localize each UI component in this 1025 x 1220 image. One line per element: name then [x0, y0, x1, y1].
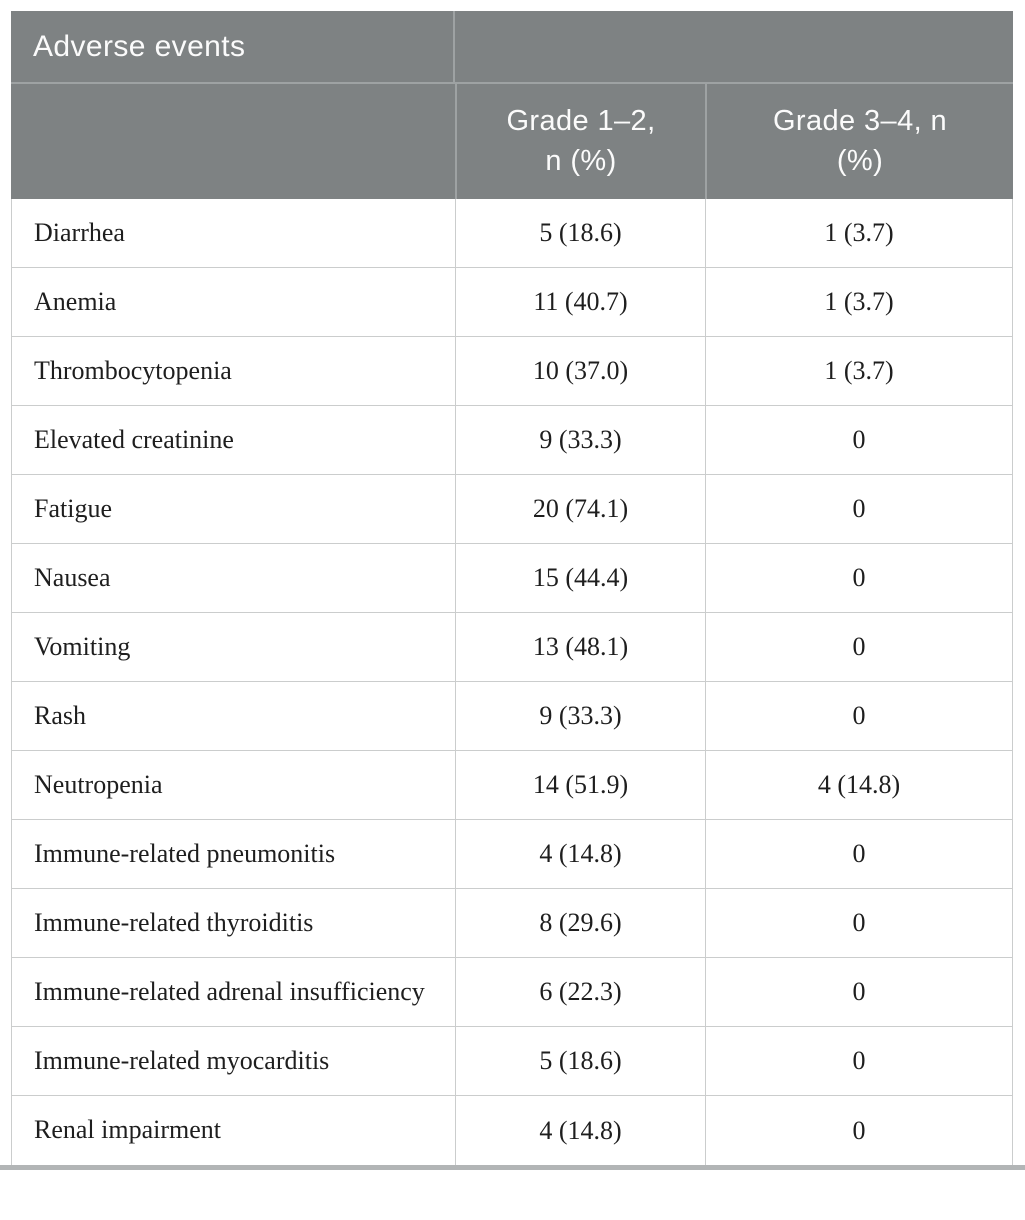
adverse-event-label: Neutropenia: [34, 769, 163, 799]
grade-3-4-value: 0: [705, 544, 1012, 612]
table-row: Thrombocytopenia 10 (37.0) 1 (3.7): [12, 337, 1012, 406]
table-row: Rash 9 (33.3) 0: [12, 682, 1012, 751]
adverse-event-label: Anemia: [34, 286, 117, 316]
table-row: Diarrhea 5 (18.6) 1 (3.7): [12, 199, 1012, 268]
grade-3-4-value: 1 (3.7): [705, 337, 1012, 405]
grade-3-4-value: 4 (14.8): [705, 751, 1012, 819]
adverse-event-label: Immune-related adrenal insufficiency: [34, 976, 425, 1006]
table-row: Vomiting 13 (48.1) 0: [12, 613, 1012, 682]
grade-3-4-value: 0: [705, 682, 1012, 750]
grade-1-2-value: 9 (33.3): [455, 682, 705, 750]
grade-1-2-value: 6 (22.3): [455, 958, 705, 1026]
grade-3-4-value: 0: [705, 1096, 1012, 1165]
grade-1-2-value: 14 (51.9): [455, 751, 705, 819]
adverse-event-label: Immune-related pneumonitis: [34, 838, 336, 868]
grade-1-2-value: 15 (44.4): [455, 544, 705, 612]
grade-3-4-value: 0: [705, 475, 1012, 543]
header-blank-cell: [11, 84, 455, 199]
grade-1-2-value: 11 (40.7): [455, 268, 705, 336]
table-row: Fatigue 20 (74.1) 0: [12, 475, 1012, 544]
table-row: Immune-related pneumonitis 4 (14.8) 0: [12, 820, 1012, 889]
adverse-event-label: Elevated creatinine: [34, 424, 234, 454]
table-title: Adverse events: [11, 11, 455, 82]
grade-1-2-value: 9 (33.3): [455, 406, 705, 474]
grade-3-4-value: 0: [705, 613, 1012, 681]
grade-3-4-value: 0: [705, 406, 1012, 474]
adverse-event-label: Vomiting: [34, 631, 131, 661]
grade-3-4-value: 1 (3.7): [705, 268, 1012, 336]
grade-3-4-value: 0: [705, 820, 1012, 888]
adverse-event-label: Rash: [34, 700, 86, 730]
table-row: Elevated creatinine 9 (33.3) 0: [12, 406, 1012, 475]
table-row: Immune-related thyroiditis 8 (29.6) 0: [12, 889, 1012, 958]
grade-1-2-value: 4 (14.8): [455, 1096, 705, 1165]
table-row: Immune-related myocarditis 5 (18.6) 0: [12, 1027, 1012, 1096]
grade-3-4-value: 0: [705, 958, 1012, 1026]
table-header-row-1: Adverse events: [11, 11, 1013, 84]
header-grade-1-2: Grade 1–2, n (%): [455, 84, 705, 199]
header-empty-cell: [455, 11, 1013, 82]
grade-3-4-value: 1 (3.7): [705, 199, 1012, 267]
grade-1-2-value: 4 (14.8): [455, 820, 705, 888]
adverse-event-label: Fatigue: [34, 493, 112, 523]
adverse-event-label: Renal impairment: [34, 1115, 222, 1145]
adverse-event-label: Thrombocytopenia: [34, 355, 232, 385]
adverse-event-label: Immune-related myocarditis: [34, 1045, 330, 1075]
grade-1-2-value: 13 (48.1): [455, 613, 705, 681]
table-header-row-2: Grade 1–2, n (%) Grade 3–4, n (%): [11, 84, 1013, 199]
table-row: Nausea 15 (44.4) 0: [12, 544, 1012, 613]
grade-3-4-value: 0: [705, 889, 1012, 957]
adverse-event-label: Nausea: [34, 562, 111, 592]
adverse-event-label: Diarrhea: [34, 217, 125, 247]
grade-1-2-value: 20 (74.1): [455, 475, 705, 543]
table-row: Immune-related adrenal insufficiency 6 (…: [12, 958, 1012, 1027]
table-row: Anemia 11 (40.7) 1 (3.7): [12, 268, 1012, 337]
table-row: Neutropenia 14 (51.9) 4 (14.8): [12, 751, 1012, 820]
adverse-event-label: Immune-related thyroiditis: [34, 907, 314, 937]
grade-3-4-value: 0: [705, 1027, 1012, 1095]
header-grade-3-4: Grade 3–4, n (%): [705, 84, 1013, 199]
table-bottom-rule: [0, 1165, 1025, 1170]
table-row: Renal impairment 4 (14.8) 0: [12, 1096, 1012, 1165]
grade-1-2-value: 5 (18.6): [455, 1027, 705, 1095]
table-body: Diarrhea 5 (18.6) 1 (3.7) Anemia 11 (40.…: [11, 199, 1013, 1165]
adverse-events-table: Adverse events Grade 1–2, n (%) Grade 3–…: [11, 11, 1013, 1165]
grade-1-2-value: 5 (18.6): [455, 199, 705, 267]
grade-1-2-value: 8 (29.6): [455, 889, 705, 957]
grade-1-2-value: 10 (37.0): [455, 337, 705, 405]
